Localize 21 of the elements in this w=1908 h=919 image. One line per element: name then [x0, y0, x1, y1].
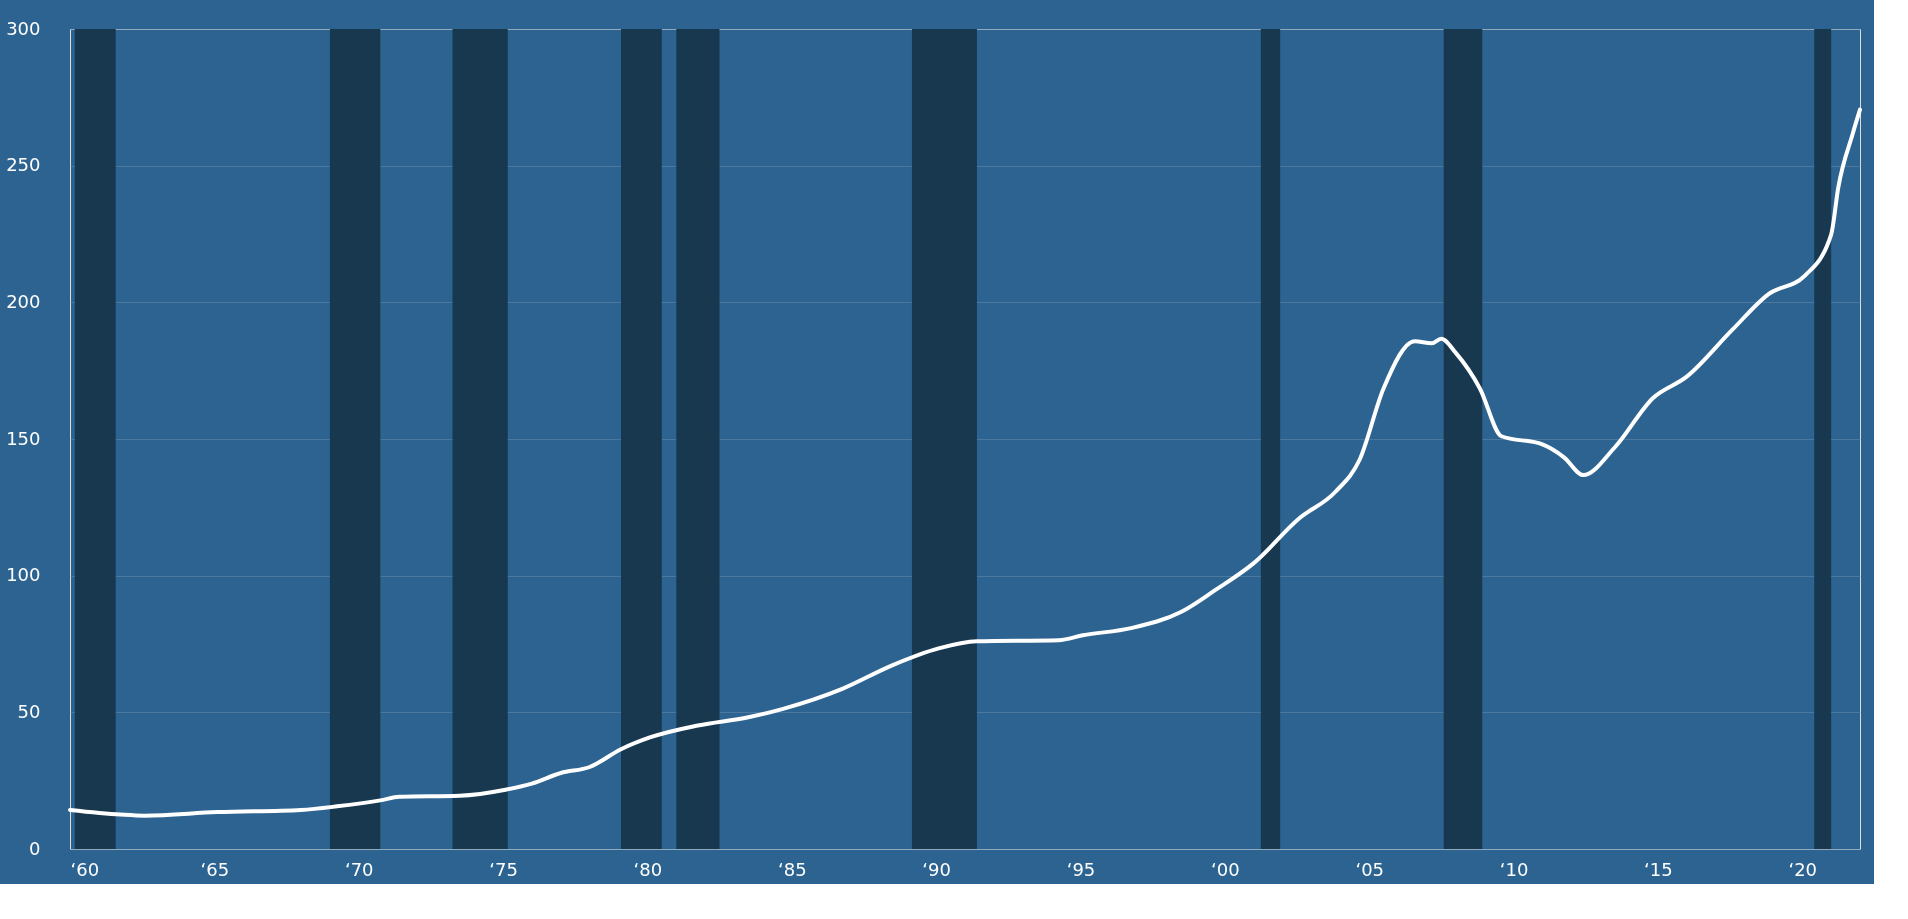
- x-tick-label: ‘20: [1788, 858, 1818, 880]
- y-tick-label: 0: [29, 837, 41, 859]
- x-tick-label: ‘75: [489, 858, 518, 880]
- y-tick-label: 300: [6, 17, 41, 39]
- line-series: [68, 107, 1862, 818]
- x-tick-label: ‘95: [1066, 858, 1096, 880]
- x-tick-label: ‘65: [200, 858, 230, 880]
- y-tick-label: 50: [17, 700, 41, 722]
- x-tick-label: ‘05: [1355, 858, 1385, 880]
- x-tick-label: ‘00: [1210, 858, 1240, 880]
- y-tick-label: 150: [6, 427, 41, 449]
- y-tick-label: 100: [6, 564, 41, 586]
- y-tick-label: 200: [6, 290, 41, 312]
- x-tick-label: ‘10: [1499, 858, 1529, 880]
- x-tick-label: ‘15: [1644, 858, 1673, 880]
- y-tick-label: 250: [6, 154, 41, 176]
- x-tick-label: ‘90: [922, 858, 951, 880]
- x-tick-label: ‘80: [633, 858, 663, 880]
- x-tick-label: ‘85: [778, 858, 807, 880]
- x-tick-label: ‘70: [344, 858, 374, 880]
- x-tick-label: ‘60: [70, 858, 100, 880]
